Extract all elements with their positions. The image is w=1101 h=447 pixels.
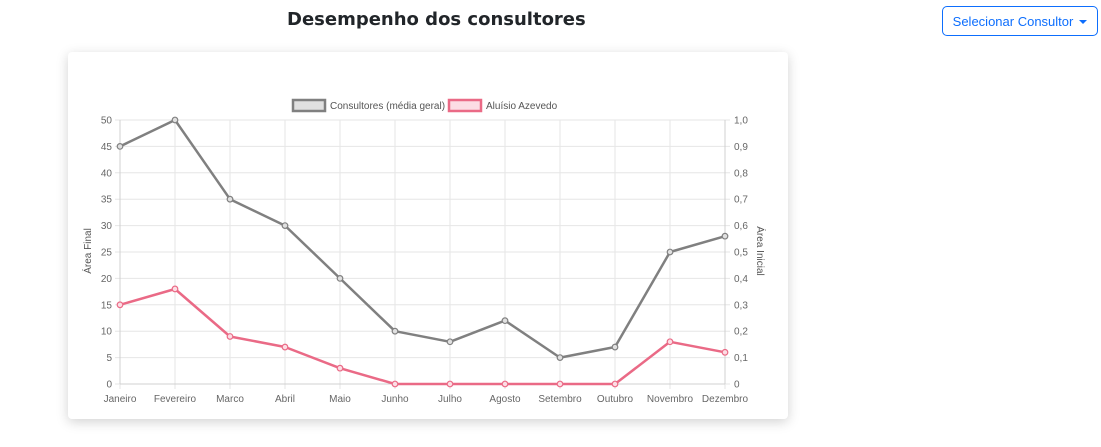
legend-swatch-series-1[interactable] (447, 98, 483, 113)
caret-down-icon (1079, 19, 1088, 24)
data-point-series-0[interactable] (116, 142, 124, 150)
legend-swatch-series-0[interactable] (291, 98, 327, 113)
data-point-series-0[interactable] (226, 195, 234, 203)
data-point-series-0[interactable] (611, 343, 619, 351)
y-tick-right-label: 1,0 (734, 116, 748, 127)
data-point-series-1[interactable] (611, 380, 619, 388)
axes: 50 1,045 0,940 0,835 0,730 0,625 0,520 0,415 0,3… (101, 116, 749, 406)
data-point-series-1[interactable] (281, 343, 289, 351)
data-point-series-1[interactable] (116, 301, 124, 309)
x-tick-label: Novembro (647, 394, 694, 405)
series-line-1 (119, 287, 726, 386)
x-tick-label: Fevereiro (154, 394, 197, 405)
page-title: Desempenho dos consultores (287, 9, 586, 30)
select-consultant-dropdown[interactable]: Selecionar Consultor (942, 6, 1098, 36)
data-point-series-0[interactable] (336, 274, 344, 282)
data-point-series-0[interactable] (666, 248, 674, 256)
y-tick-right-label: 0 (734, 380, 740, 391)
y-tick-left-label: 45 (101, 142, 113, 153)
y-tick-right-label: 0,4 (734, 274, 748, 285)
y-tick-left-label: 35 (101, 195, 113, 206)
x-tick-label: Dezembro (702, 394, 749, 405)
y-tick-right-label: 0,2 (734, 327, 748, 338)
x-tick-label: Outubro (597, 394, 634, 405)
y-tick-right-label: 0,9 (734, 142, 748, 153)
y-tick-left-label: 30 (101, 221, 113, 232)
grid (115, 119, 730, 389)
y-tick-right-label: 0,6 (734, 221, 748, 232)
data-point-series-0[interactable] (281, 222, 289, 230)
data-point-series-0[interactable] (556, 354, 564, 362)
x-tick-label: Maio (329, 394, 351, 405)
data-point-series-0[interactable] (171, 116, 179, 124)
y-tick-left-label: 50 (101, 116, 113, 127)
data-point-series-1[interactable] (171, 285, 179, 293)
data-point-series-1[interactable] (226, 333, 234, 340)
x-tick-label: Janeiro (104, 394, 137, 405)
y-tick-right-label: 0,5 (734, 248, 748, 259)
performance-chart: Consultores (média geral) Aluísio Azeved… (81, 98, 767, 406)
y-tick-left-label: 5 (106, 353, 112, 364)
data-point-series-1[interactable] (666, 338, 674, 346)
data-point-series-0[interactable] (446, 338, 454, 346)
data-point-series-1[interactable] (336, 364, 344, 372)
x-tick-label: Agosto (489, 394, 521, 405)
data-point-series-0[interactable] (391, 327, 399, 335)
data-point-series-1[interactable] (501, 380, 509, 388)
legend: Consultores (média geral) Aluísio Azeved… (291, 98, 558, 113)
data-point-series-1[interactable] (391, 380, 399, 388)
data-point-series-0[interactable] (501, 317, 509, 325)
y-axis-right-title: Área Inicial (754, 226, 767, 275)
x-tick-label: Abril (275, 394, 295, 405)
x-tick-label: Julho (438, 394, 462, 405)
data-point-series-1[interactable] (721, 348, 729, 356)
chart-card: Consultores (média geral) Aluísio Azeved… (68, 52, 788, 419)
data-point-series-1[interactable] (556, 380, 564, 388)
y-axis-left-title: Área Final (81, 228, 94, 274)
y-tick-left-label: 0 (106, 380, 112, 391)
x-tick-label: Setembro (538, 394, 582, 405)
y-tick-left-label: 20 (101, 274, 113, 285)
series-line-0 (119, 118, 726, 359)
legend-label-series-1[interactable]: Aluísio Azevedo (486, 101, 558, 112)
y-tick-left-label: 15 (101, 300, 113, 311)
y-tick-left-label: 10 (101, 327, 113, 338)
y-tick-right-label: 0,8 (734, 168, 748, 179)
x-tick-label: Junho (381, 394, 409, 405)
y-tick-right-label: 0,1 (734, 353, 748, 364)
select-consultant-label: Selecionar Consultor (952, 13, 1074, 29)
data-point-series-0[interactable] (721, 232, 729, 240)
data-point-series-1[interactable] (446, 380, 454, 388)
series (116, 116, 729, 388)
legend-label-series-0[interactable]: Consultores (média geral) (330, 101, 445, 112)
x-tick-label: Marco (216, 394, 244, 405)
y-tick-right-label: 0,3 (734, 300, 748, 311)
y-tick-right-label: 0,7 (734, 195, 748, 206)
y-tick-left-label: 40 (101, 168, 113, 179)
y-tick-left-label: 25 (101, 248, 113, 259)
